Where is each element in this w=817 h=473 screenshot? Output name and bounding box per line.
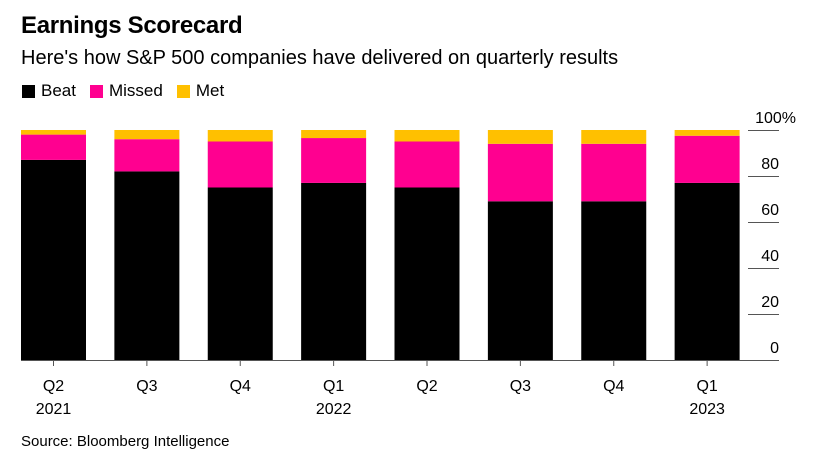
y-tick-label-20: 20	[761, 294, 779, 311]
legend-item-missed: Missed	[89, 81, 163, 101]
legend-label-missed: Missed	[108, 81, 163, 100]
legend-item-beat: Beat	[22, 81, 76, 101]
legend: Beat Missed Met	[22, 81, 238, 101]
bar-missed-4	[301, 138, 367, 183]
y-tick-label-60: 60	[761, 202, 779, 219]
bar-beat-6	[487, 201, 553, 360]
legend-label-beat: Beat	[41, 81, 76, 100]
bar-missed-3	[207, 141, 273, 188]
bar-stack-5	[394, 130, 460, 360]
bar-beat-5	[394, 187, 460, 360]
legend-item-met: Met	[176, 81, 225, 101]
x-axis: Q2 2021 Q3 Q4 Q1 2022 Q2 Q3 Q4 Q1 2023	[21, 360, 779, 418]
bar-stack-4	[301, 130, 367, 360]
x-tick-year-label-8: 2023	[689, 401, 725, 418]
bar-stack-2	[114, 130, 180, 360]
x-tick-label-6: Q3	[510, 378, 531, 395]
bar-beat-3	[207, 187, 273, 360]
bar-stack-1	[21, 130, 86, 360]
bars-group	[21, 130, 740, 360]
x-tick-label-8: Q1	[696, 378, 717, 395]
bar-stack-3	[207, 130, 273, 360]
legend-swatch-beat	[22, 84, 35, 98]
bar-beat-1	[21, 159, 86, 360]
bar-met-3	[207, 130, 273, 142]
source-note: Source: Bloomberg Intelligence	[21, 433, 230, 450]
bar-missed-1	[21, 134, 86, 160]
y-tick-label-0: 0	[770, 340, 779, 357]
x-tick-label-5: Q2	[416, 378, 437, 395]
bar-beat-7	[581, 201, 647, 360]
chart-title: Earnings Scorecard	[21, 12, 243, 39]
bar-met-2	[114, 130, 180, 140]
x-tick-label-3: Q4	[230, 378, 251, 395]
bar-stack-7	[581, 130, 647, 360]
bar-missed-6	[487, 143, 553, 202]
y-axis: 0 20 40 60 80 100%	[748, 110, 796, 357]
bar-met-4	[301, 130, 367, 139]
x-tick-label-1: Q2	[43, 378, 64, 395]
bar-beat-4	[301, 182, 367, 360]
bar-missed-8	[674, 135, 740, 183]
x-tick-label-7: Q4	[603, 378, 624, 395]
bar-met-1	[21, 130, 86, 135]
legend-swatch-missed	[89, 84, 103, 98]
y-tick-label-40: 40	[761, 248, 779, 265]
bar-met-7	[581, 130, 647, 144]
bar-met-8	[674, 130, 740, 136]
legend-label-met: Met	[195, 81, 225, 100]
bar-beat-8	[674, 182, 740, 360]
bar-met-5	[394, 130, 460, 142]
bar-met-6	[487, 130, 553, 144]
x-tick-label-4: Q1	[323, 378, 344, 395]
y-tick-label-80: 80	[761, 156, 779, 173]
x-tick-year-label-4: 2022	[316, 401, 352, 418]
bar-missed-7	[581, 143, 647, 202]
x-tick-label-2: Q3	[136, 378, 157, 395]
bar-missed-5	[394, 141, 460, 188]
bar-stack-8	[674, 130, 740, 360]
y-tick-label-100: 100%	[755, 110, 796, 127]
legend-swatch-met	[176, 84, 190, 98]
bar-missed-2	[114, 139, 180, 172]
bar-stack-6	[487, 130, 553, 360]
chart-subtitle: Here's how S&P 500 companies have delive…	[21, 47, 619, 69]
x-tick-year-label-1: 2021	[36, 401, 72, 418]
bar-beat-2	[114, 171, 180, 360]
